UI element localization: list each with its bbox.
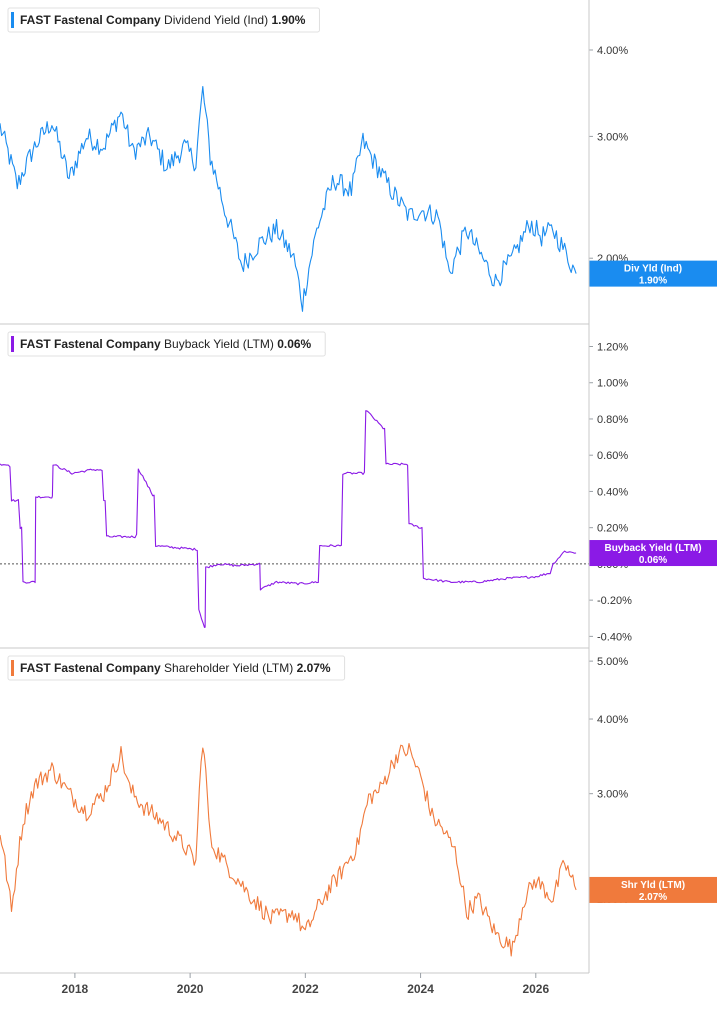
y-tick-label: 5.00% [597, 656, 628, 668]
series-line-buyback [0, 410, 577, 628]
legend: FAST Fastenal Company Shareholder Yield … [7, 655, 346, 681]
legend-metric: Buyback Yield (LTM) [164, 337, 277, 351]
value-tag-label: Shr Yld (LTM) [621, 880, 685, 891]
legend-value: 1.90% [271, 13, 305, 27]
y-tick-label: 0.60% [597, 450, 628, 462]
y-tick-label: 4.00% [597, 45, 628, 57]
y-tick-label: 0.40% [597, 486, 628, 498]
legend-text: FAST Fastenal Company Dividend Yield (In… [20, 13, 306, 27]
legend-ticker: FAST [20, 337, 51, 351]
y-tick-label: 0.20% [597, 523, 628, 535]
legend-text: FAST Fastenal Company Shareholder Yield … [20, 661, 331, 675]
legend-company: Fastenal Company [51, 661, 164, 675]
legend-value: 2.07% [297, 661, 331, 675]
legend-company: Fastenal Company [51, 337, 164, 351]
legend-box [7, 331, 326, 357]
value-tag-label: Div Yld (Ind) [624, 264, 682, 275]
y-tick-label: 0.80% [597, 414, 628, 426]
x-tick-label: 2020 [177, 982, 204, 996]
legend-box [7, 655, 346, 681]
y-tick-label: -0.20% [597, 595, 632, 607]
legend-metric: Shareholder Yield (LTM) [164, 661, 297, 675]
value-tag-value: 0.06% [639, 555, 667, 566]
legend-ticker: FAST [20, 13, 51, 27]
legend-color-marker [11, 336, 14, 352]
legend-color-marker [11, 12, 14, 28]
y-tick-label: 1.00% [597, 378, 628, 390]
series-line-shareholder [0, 743, 577, 957]
legend: FAST Fastenal Company Buyback Yield (LTM… [7, 331, 326, 357]
y-tick-label: 3.00% [597, 131, 628, 143]
panel-dividend: 2.00%3.00%4.00%Div Yld (Ind)1.90%FAST Fa… [0, 7, 717, 312]
x-tick-label: 2018 [62, 982, 89, 996]
x-tick-label: 2022 [292, 982, 319, 996]
value-tag-label: Buyback Yield (LTM) [604, 543, 701, 554]
legend-color-marker [11, 660, 14, 676]
y-tick-label: -0.40% [597, 631, 632, 643]
panel-shareholder: 2.00%3.00%4.00%5.00%Shr Yld (LTM)2.07%FA… [0, 647, 717, 957]
legend-box [7, 7, 320, 33]
legend: FAST Fastenal Company Dividend Yield (In… [7, 7, 320, 33]
value-tag-value: 2.07% [639, 892, 667, 903]
x-tick-label: 2026 [522, 982, 549, 996]
panel-buyback: -0.40%-0.20%0.00%0.20%0.40%0.60%0.80%1.0… [0, 323, 717, 643]
value-tag [589, 876, 717, 903]
legend-text: FAST Fastenal Company Buyback Yield (LTM… [20, 337, 312, 351]
value-tag-value: 1.90% [639, 276, 667, 287]
legend-company: Fastenal Company [51, 13, 164, 27]
legend-value: 0.06% [277, 337, 311, 351]
y-tick-label: 1.20% [597, 341, 628, 353]
legend-metric: Dividend Yield (Ind) [164, 13, 271, 27]
value-tag [589, 260, 717, 287]
y-tick-label: 3.00% [597, 789, 628, 801]
value-tag [589, 540, 717, 567]
y-tick-label: 4.00% [597, 714, 628, 726]
x-tick-label: 2024 [407, 982, 434, 996]
legend-ticker: FAST [20, 661, 51, 675]
series-line-dividend [0, 85, 577, 312]
